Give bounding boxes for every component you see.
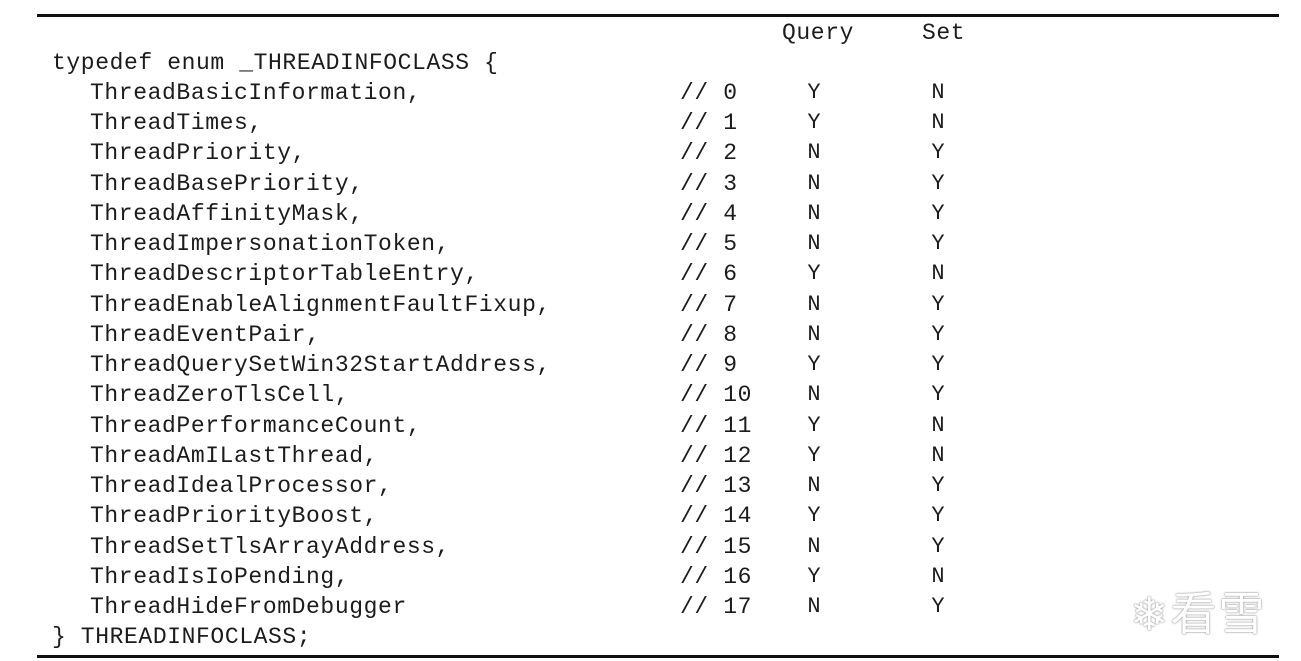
- enum-member-value: // 14: [680, 503, 753, 530]
- set-flag: Y: [931, 140, 945, 166]
- query-flag: Y: [807, 503, 821, 529]
- enum-member-name: ThreadQuerySetWin32StartAddress,: [90, 352, 551, 379]
- enum-member-name: ThreadBasicInformation,: [90, 80, 422, 106]
- enum-member-value: // 3: [680, 170, 738, 197]
- set-flag: N: [931, 442, 945, 468]
- set-flag: N: [931, 80, 945, 105]
- enum-member-value: // 13: [680, 473, 753, 500]
- typedef-open-line: typedef enum _THREADINFOCLASS {: [52, 50, 499, 76]
- enum-member-value: // 8: [680, 321, 738, 348]
- enum-member-value: // 17: [680, 594, 753, 621]
- set-flag: N: [931, 261, 945, 287]
- query-flag: Y: [807, 412, 821, 438]
- bottom-rule: [37, 655, 1279, 658]
- enum-member-value: // 11: [680, 412, 753, 439]
- enum-member-value: // 10: [680, 382, 753, 409]
- set-flag: Y: [931, 503, 945, 529]
- enum-member-name: ThreadTimes,: [90, 110, 263, 137]
- enum-member-value: // 16: [680, 563, 753, 590]
- set-flag: Y: [931, 291, 945, 317]
- header-query: Query: [782, 20, 855, 46]
- enum-member-value: // 15: [680, 533, 753, 560]
- query-flag: N: [807, 231, 821, 257]
- query-flag: Y: [807, 442, 821, 468]
- enum-member-name: ThreadAmILastThread,: [90, 442, 379, 469]
- query-flag: Y: [807, 352, 821, 378]
- enum-member-value: // 9: [680, 352, 738, 379]
- typedef-close-line: } THREADINFOCLASS;: [52, 624, 312, 650]
- enum-member-name: ThreadPriorityBoost,: [90, 503, 379, 530]
- enum-member-value: // 6: [680, 261, 738, 288]
- query-flag: N: [807, 533, 821, 559]
- query-flag: N: [807, 170, 821, 196]
- top-rule: [37, 14, 1279, 17]
- enum-member-name: ThreadImpersonationToken,: [90, 231, 451, 258]
- query-flag: Y: [807, 261, 821, 287]
- set-flag: Y: [931, 321, 945, 347]
- query-flag: Y: [807, 563, 821, 589]
- enum-member-name: ThreadIdealProcessor,: [90, 473, 393, 500]
- set-flag: Y: [931, 231, 945, 257]
- set-flag: Y: [931, 352, 945, 378]
- query-flag: N: [807, 200, 821, 226]
- enum-member-name: ThreadPerformanceCount,: [90, 412, 422, 439]
- enum-member-name: ThreadEnableAlignmentFaultFixup,: [90, 291, 551, 318]
- query-flag: Y: [807, 80, 821, 105]
- set-flag: Y: [931, 170, 945, 196]
- enum-member-name: ThreadEventPair,: [90, 321, 321, 348]
- set-flag: Y: [931, 200, 945, 226]
- enum-member-name: ThreadSetTlsArrayAddress,: [90, 533, 451, 560]
- enum-member-value: // 5: [680, 231, 738, 258]
- enum-member-value: // 1: [680, 110, 738, 137]
- query-flag: N: [807, 594, 821, 620]
- enum-member-value: // 2: [680, 140, 738, 167]
- enum-member-name: ThreadIsIoPending,: [90, 563, 350, 590]
- enum-member-name: ThreadBasePriority,: [90, 170, 364, 197]
- query-flag: N: [807, 321, 821, 347]
- set-flag: N: [931, 563, 945, 589]
- enum-member-value: // 4: [680, 200, 738, 227]
- enum-member-value: // 0: [680, 80, 738, 106]
- set-flag: Y: [931, 473, 945, 499]
- set-flag: Y: [931, 382, 945, 408]
- query-flag: N: [807, 140, 821, 166]
- query-flag: N: [807, 291, 821, 317]
- query-flag: N: [807, 382, 821, 408]
- enum-member-name: ThreadPriority,: [90, 140, 307, 167]
- query-flag: N: [807, 473, 821, 499]
- enum-member-name: ThreadZeroTlsCell,: [90, 382, 350, 409]
- header-set: Set: [922, 20, 966, 46]
- enum-member-name: ThreadAffinityMask,: [90, 200, 364, 227]
- enum-member-value: // 7: [680, 291, 738, 318]
- watermark-logo: ❄看雪: [1130, 587, 1267, 641]
- query-flag: Y: [807, 110, 821, 136]
- set-flag: N: [931, 110, 945, 136]
- enum-member-value: // 12: [680, 442, 753, 469]
- enum-member-name: ThreadHideFromDebugger: [90, 594, 407, 621]
- set-flag: Y: [931, 533, 945, 559]
- set-flag: N: [931, 412, 945, 438]
- set-flag: Y: [931, 594, 945, 620]
- enum-member-name: ThreadDescriptorTableEntry,: [90, 261, 479, 288]
